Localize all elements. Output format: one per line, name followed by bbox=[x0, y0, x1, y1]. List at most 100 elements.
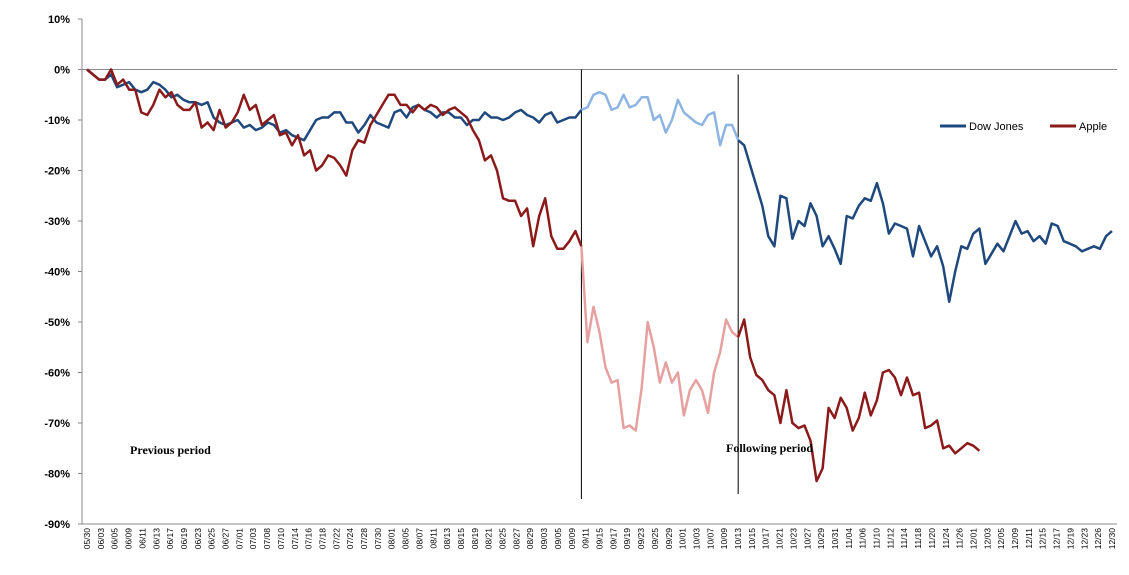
x-tick-label: 09/29 bbox=[664, 528, 674, 550]
x-tick-label: 09/23 bbox=[636, 528, 646, 550]
y-tick-label: -80% bbox=[44, 469, 70, 481]
legend-label-dow-jones: Dow Jones bbox=[969, 121, 1024, 133]
y-tick-label: -30% bbox=[44, 216, 70, 228]
x-tick-label: 09/03 bbox=[539, 528, 549, 550]
x-tick-label: 07/10 bbox=[276, 528, 286, 550]
x-tick-label: 09/15 bbox=[595, 528, 605, 550]
x-tick-label: 07/14 bbox=[290, 528, 300, 550]
y-axis-tick-labels: 10% 0% -10% -20% -30% -40% -50% -60% -70% -80% -90… bbox=[44, 14, 82, 531]
annotation-following-period: Following period bbox=[726, 441, 813, 455]
x-tick-label: 11/26 bbox=[955, 528, 965, 549]
x-axis-tick-labels: 05/30 06/03 06/05 06/09 06/11 06/13 06/17 06/19… bbox=[82, 528, 1117, 550]
x-tick-label: 12/30 bbox=[1107, 528, 1117, 550]
x-tick-label: 11/12 bbox=[885, 528, 895, 549]
x-tick-label: 08/27 bbox=[511, 528, 521, 550]
x-tick-label: 06/19 bbox=[179, 528, 189, 550]
x-tick-label: 08/07 bbox=[414, 528, 424, 550]
x-tick-label: 12/03 bbox=[982, 528, 992, 550]
y-tick-label: -20% bbox=[44, 166, 70, 178]
y-tick-label: -10% bbox=[44, 115, 70, 127]
x-tick-label: 11/18 bbox=[913, 528, 923, 549]
x-tick-label: 10/21 bbox=[775, 528, 785, 550]
series-line-apple-previous bbox=[86, 68, 583, 251]
series-line-apple-event bbox=[580, 246, 739, 432]
x-tick-label: 10/03 bbox=[691, 528, 701, 550]
x-tick-label: 07/01 bbox=[234, 528, 244, 550]
x-tick-label: 09/05 bbox=[553, 528, 563, 550]
y-tick-label: -90% bbox=[44, 519, 70, 531]
x-tick-label: 10/15 bbox=[747, 528, 757, 550]
x-tick-label: 10/09 bbox=[719, 528, 729, 550]
x-tick-label: 12/19 bbox=[1065, 528, 1075, 550]
y-tick-label: -60% bbox=[44, 368, 70, 380]
x-tick-label: 11/20 bbox=[927, 528, 937, 549]
x-tick-label: 10/29 bbox=[816, 528, 826, 550]
annotation-previous-period: Previous period bbox=[130, 443, 211, 457]
x-tick-label: 10/13 bbox=[733, 528, 743, 550]
x-tick-label: 08/01 bbox=[387, 528, 397, 550]
x-tick-label: 10/23 bbox=[788, 528, 798, 550]
x-tick-label: 06/27 bbox=[221, 528, 231, 550]
x-tick-label: 08/21 bbox=[484, 528, 494, 550]
x-tick-label: 08/11 bbox=[428, 528, 438, 549]
x-tick-label: 12/23 bbox=[1079, 528, 1089, 550]
x-tick-label: 09/17 bbox=[608, 528, 618, 550]
x-tick-label: 12/26 bbox=[1093, 528, 1103, 550]
x-tick-label: 11/04 bbox=[844, 528, 854, 549]
x-tick-label: 12/01 bbox=[968, 528, 978, 550]
x-tick-label: 09/25 bbox=[650, 528, 660, 550]
chart-legend: Dow Jones Apple bbox=[940, 121, 1107, 133]
x-tick-label: 09/19 bbox=[622, 528, 632, 550]
x-tick-label: 09/11 bbox=[581, 528, 591, 549]
x-tick-label: 10/31 bbox=[830, 528, 840, 550]
y-tick-label: -40% bbox=[44, 267, 70, 279]
series-line-dow-jones-event bbox=[580, 90, 740, 147]
x-tick-label: 07/28 bbox=[359, 528, 369, 550]
x-tick-label: 08/15 bbox=[456, 528, 466, 550]
x-tick-label: 07/22 bbox=[331, 528, 341, 550]
y-tick-label: 10% bbox=[48, 14, 70, 26]
x-tick-label: 07/18 bbox=[317, 528, 327, 550]
x-tick-label: 06/03 bbox=[96, 528, 106, 550]
x-tick-label: 06/17 bbox=[165, 528, 175, 550]
x-tick-label: 11/10 bbox=[872, 528, 882, 549]
x-tick-label: 12/17 bbox=[1052, 528, 1062, 550]
x-tick-label: 08/05 bbox=[401, 528, 411, 550]
data-series bbox=[86, 68, 1113, 483]
x-tick-label: 05/30 bbox=[82, 528, 92, 550]
x-tick-label: 10/07 bbox=[705, 528, 715, 550]
x-tick-label: 10/01 bbox=[678, 528, 688, 550]
x-tick-label: 08/29 bbox=[525, 528, 535, 550]
x-tick-label: 10/17 bbox=[761, 528, 771, 550]
x-tick-label: 06/05 bbox=[110, 528, 120, 550]
x-tick-label: 07/24 bbox=[345, 528, 355, 550]
y-tick-label: 0% bbox=[54, 65, 70, 77]
y-tick-label: -70% bbox=[44, 418, 70, 430]
x-tick-label: 12/09 bbox=[1010, 528, 1020, 550]
x-tick-label: 06/11 bbox=[137, 528, 147, 549]
x-tick-label: 08/19 bbox=[470, 528, 480, 550]
legend-label-apple: Apple bbox=[1079, 121, 1107, 133]
series-line-dow-jones-following bbox=[737, 139, 1113, 304]
x-tick-label: 07/08 bbox=[262, 528, 272, 550]
x-tick-label: 11/06 bbox=[858, 528, 868, 549]
x-tick-label: 06/23 bbox=[193, 528, 203, 550]
x-tick-label: 06/09 bbox=[124, 528, 134, 550]
x-tick-label: 09/09 bbox=[567, 528, 577, 550]
x-tick-label: 06/13 bbox=[151, 528, 161, 550]
y-tick-label: -50% bbox=[44, 317, 70, 329]
x-tick-label: 12/15 bbox=[1038, 528, 1048, 550]
x-tick-label: 08/13 bbox=[442, 528, 452, 550]
period-separator-lines bbox=[580, 69, 739, 499]
x-tick-label: 12/05 bbox=[996, 528, 1006, 550]
series-line-apple-following bbox=[737, 318, 981, 483]
x-tick-label: 11/14 bbox=[899, 528, 909, 549]
x-tick-label: 06/25 bbox=[207, 528, 217, 550]
x-tick-label: 10/27 bbox=[802, 528, 812, 550]
x-tick-label: 12/11 bbox=[1024, 528, 1034, 549]
x-tick-label: 07/03 bbox=[248, 528, 258, 550]
x-tick-label: 07/30 bbox=[373, 528, 383, 550]
series-line-dow-jones-previous bbox=[86, 68, 583, 142]
x-tick-label: 11/24 bbox=[941, 528, 951, 549]
